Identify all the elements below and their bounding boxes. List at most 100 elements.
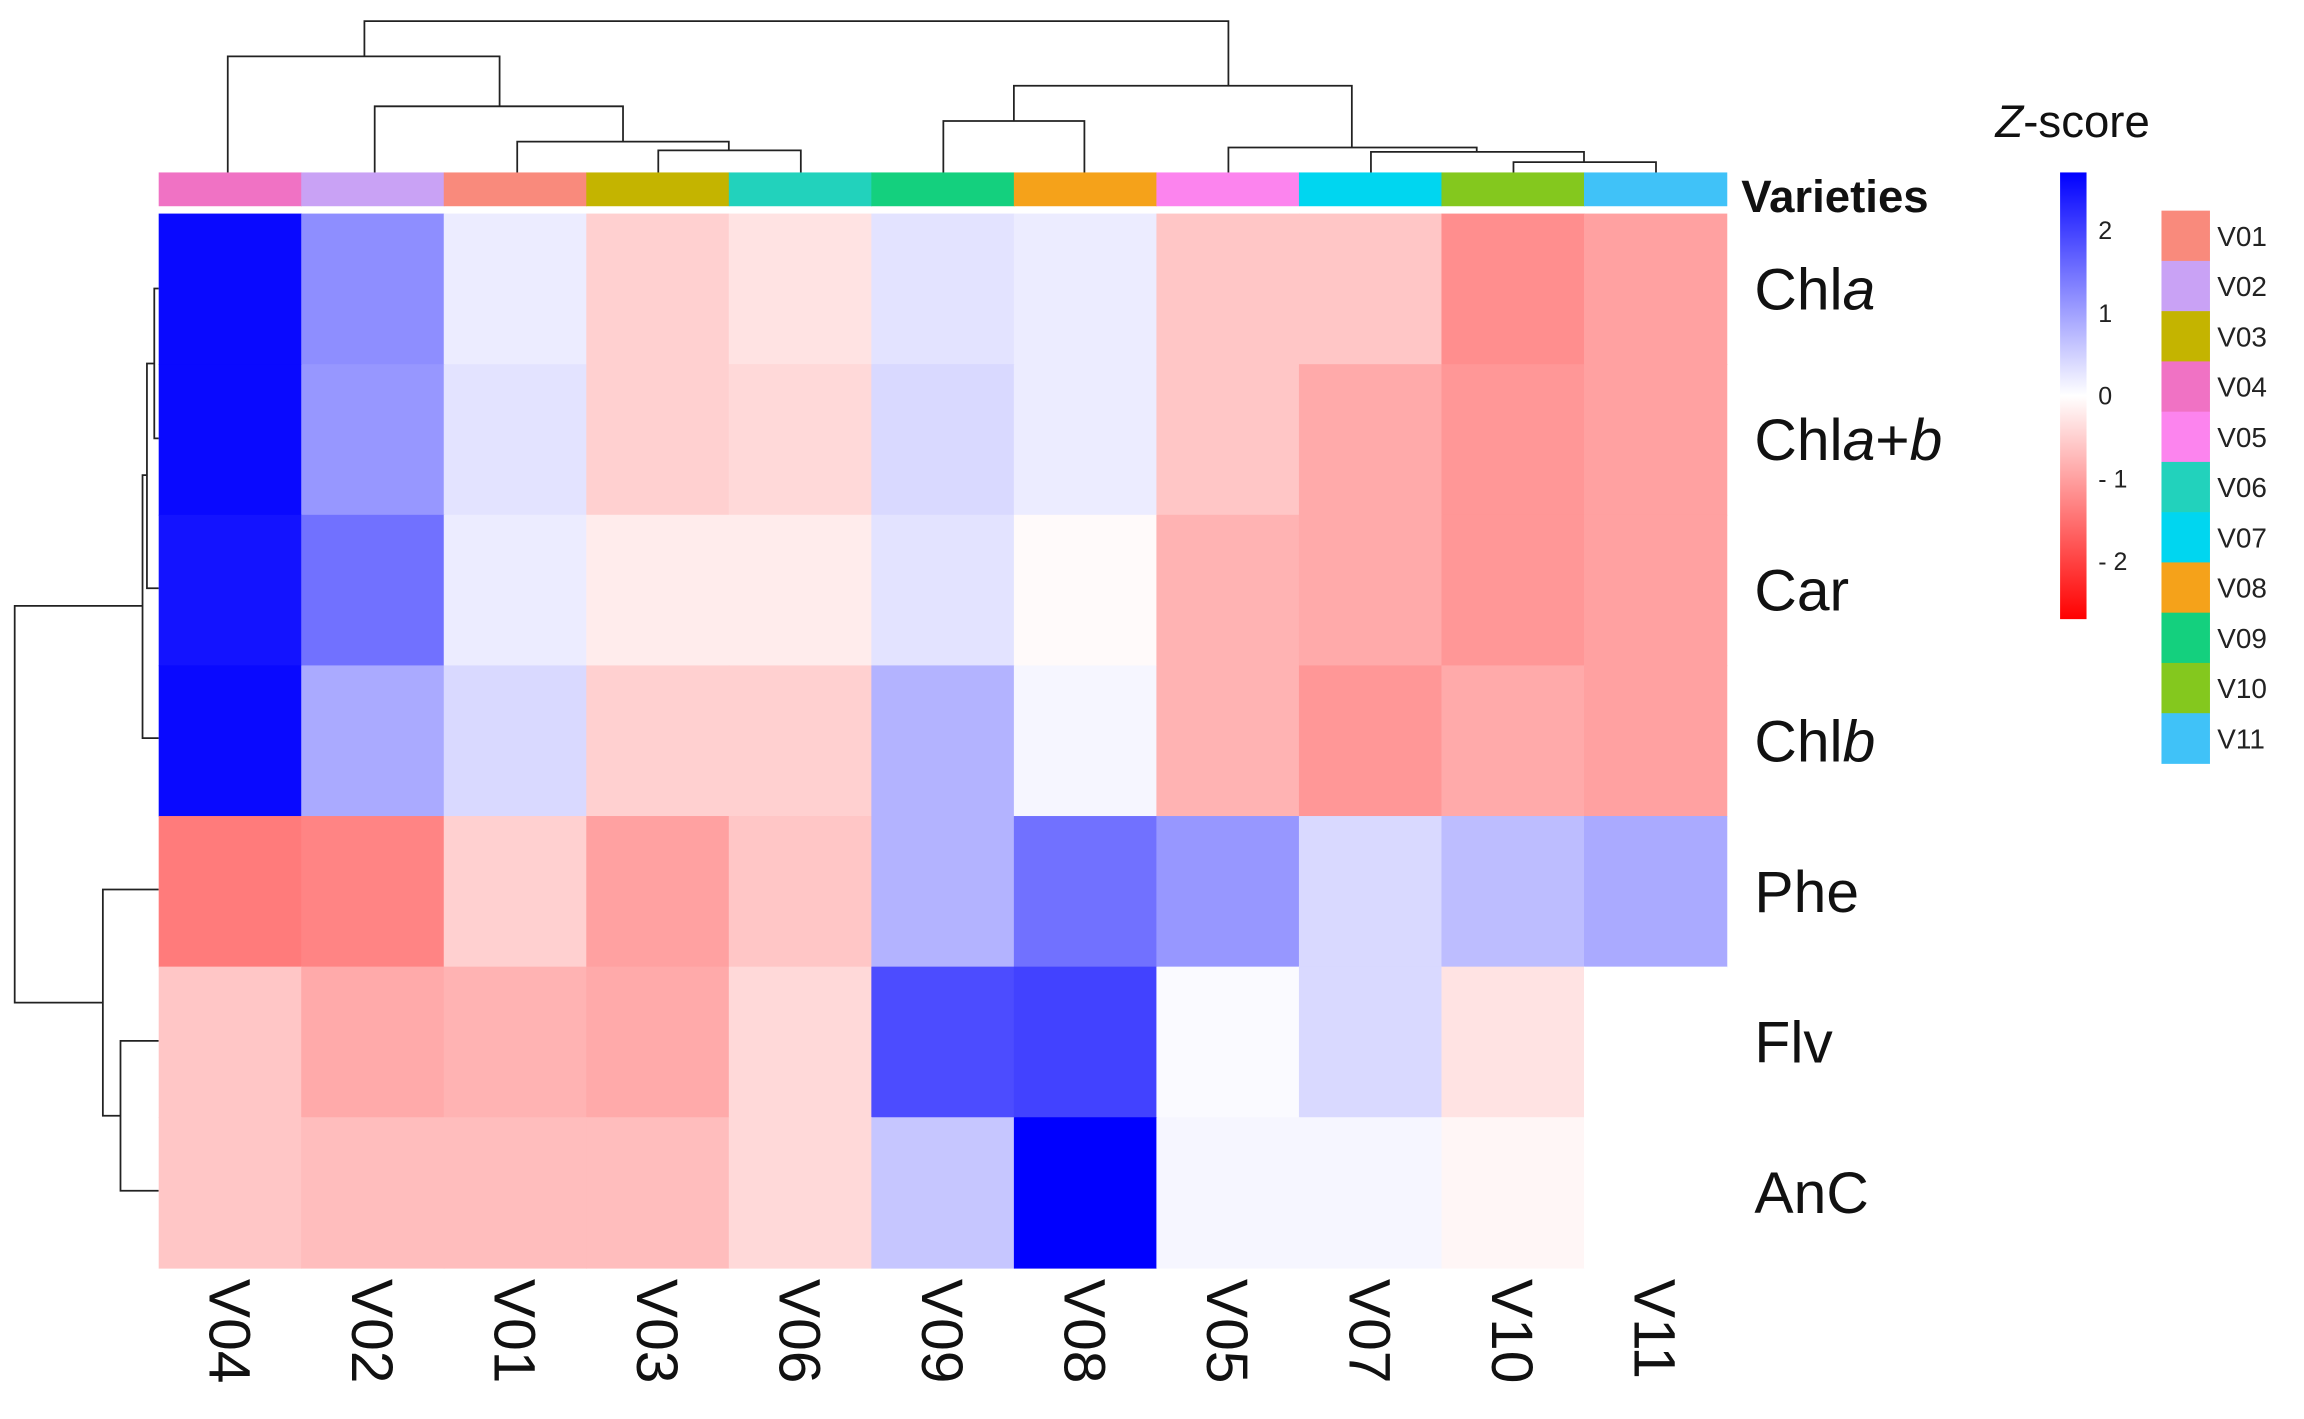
heatmap-cell: [443, 665, 588, 817]
heatmap-cell: [586, 1117, 730, 1269]
column-label: V10: [1479, 1279, 1544, 1384]
dendrogram-branch: [101, 888, 159, 1117]
dendrogram-branch: [13, 605, 143, 1004]
legend-swatch: [2161, 210, 2210, 262]
heatmap-cell: [586, 364, 730, 516]
heatmap-cell: [1441, 816, 1585, 968]
heatmap-cell: [586, 213, 730, 365]
colorbar-title: Z-score: [1994, 96, 2149, 147]
legend-label: V08: [2217, 573, 2267, 604]
colorbar-tick-label: 0: [2098, 383, 2112, 411]
colorbar-tick-label: - 2: [2098, 548, 2127, 576]
heatmap-cell: [728, 213, 873, 365]
row-label: Chlb: [1754, 709, 1875, 774]
heatmap-cell: [1156, 364, 1300, 516]
heatmap-cell: [586, 816, 730, 968]
legend-label: V09: [2217, 623, 2267, 654]
heatmap-cell: [1156, 665, 1300, 817]
heatmap-cell: [1013, 665, 1158, 817]
heatmap-cell: [1156, 816, 1300, 968]
legend-swatch: [2161, 361, 2210, 413]
legend-label: V10: [2217, 673, 2267, 704]
heatmap-cell: [586, 514, 730, 667]
heatmap-cell: [1441, 213, 1585, 365]
annotation-cell: [1156, 172, 1300, 207]
legend-swatch: [2161, 260, 2210, 312]
annotation-cell: [443, 172, 588, 207]
legend-label: V05: [2217, 422, 2267, 453]
heatmap-cell: [158, 1117, 302, 1269]
legend-swatch: [2161, 411, 2210, 463]
row-label: Phe: [1754, 860, 1859, 925]
column-label: V11: [1622, 1279, 1687, 1379]
heatmap-cell: [586, 665, 730, 817]
legend-label: V03: [2217, 321, 2267, 352]
heatmap-cell: [443, 514, 588, 667]
heatmap-cell: [871, 364, 1015, 516]
dendrogram-branch: [119, 1039, 159, 1192]
heatmap-cell: [728, 364, 873, 516]
row-dendrogram: [13, 287, 159, 1192]
legend-label: V02: [2217, 271, 2267, 302]
heatmap-cell: [1298, 816, 1443, 968]
heatmap-cell: [1013, 514, 1158, 667]
heatmap-cell: [301, 364, 445, 516]
legend-label: V04: [2217, 372, 2267, 403]
column-label: V06: [767, 1279, 832, 1384]
variety-legend: V01 V02 V03 V04 V05 V06 V07 V08 V09 V10 V11: [2161, 210, 2267, 764]
heatmap-cell: [871, 966, 1015, 1118]
heatmap-cell: [1156, 514, 1300, 667]
dendrogram-branch: [1512, 161, 1657, 173]
colorbar-tick-label: 1: [2098, 300, 2112, 328]
heatmap-cell: [158, 816, 302, 968]
dendrogram-branch: [153, 287, 159, 440]
column-label: V08: [1052, 1279, 1117, 1384]
dendrogram-branch: [942, 120, 1086, 173]
annotation-cell: [586, 172, 730, 207]
heatmap-cell: [1298, 514, 1443, 667]
heatmap-cell: [728, 966, 873, 1118]
legend-label: V07: [2217, 522, 2267, 553]
column-label: V05: [1194, 1279, 1259, 1384]
legend-label: V06: [2217, 472, 2267, 503]
row-label: AnC: [1754, 1161, 1868, 1226]
heatmap-cell: [1156, 213, 1300, 365]
heatmap-cell: [871, 1117, 1015, 1269]
column-label: V03: [624, 1279, 689, 1384]
legend-swatch: [2161, 311, 2210, 362]
legend-swatch: [2161, 713, 2210, 764]
heatmap-cell: [1441, 364, 1585, 516]
colorbar-tick-label: - 1: [2098, 465, 2127, 493]
heatmap-cell: [871, 665, 1015, 817]
heatmap-cell: [1584, 1117, 1728, 1269]
heatmap-cell: [871, 514, 1015, 667]
column-label: V01: [481, 1279, 546, 1384]
heatmap-cell: [301, 816, 445, 968]
dendrogram-branch: [226, 55, 501, 173]
heatmap-cell: [1013, 966, 1158, 1118]
row-label: Chla+b: [1754, 408, 1942, 473]
heatmap-cell: [586, 966, 730, 1118]
heatmap-cell: [1013, 213, 1158, 365]
heatmap-cell: [158, 213, 302, 365]
annotation-cell: [158, 172, 302, 207]
heatmap-cell: [728, 514, 873, 667]
heatmap-cell: [1584, 816, 1728, 968]
colorbar: [2060, 172, 2087, 620]
legend-swatch: [2161, 662, 2210, 714]
heatmap-cell: [728, 665, 873, 817]
heatmap-cell: [301, 665, 445, 817]
heatmap-cells: [158, 213, 1728, 1269]
colorbar-ticks: 2 1 0 - 1 - 2: [2098, 217, 2127, 576]
heatmap-cell: [1584, 514, 1728, 667]
heatmap-cell: [728, 816, 873, 968]
heatmap-cell: [443, 213, 588, 365]
annotation-cell: [1441, 172, 1585, 207]
heatmap-cell: [301, 514, 445, 667]
column-label: V07: [1337, 1279, 1402, 1384]
annotation-cell: [1584, 172, 1728, 207]
heatmap-cell: [443, 816, 588, 968]
heatmap-cell: [1013, 364, 1158, 516]
column-label: V02: [339, 1279, 404, 1384]
